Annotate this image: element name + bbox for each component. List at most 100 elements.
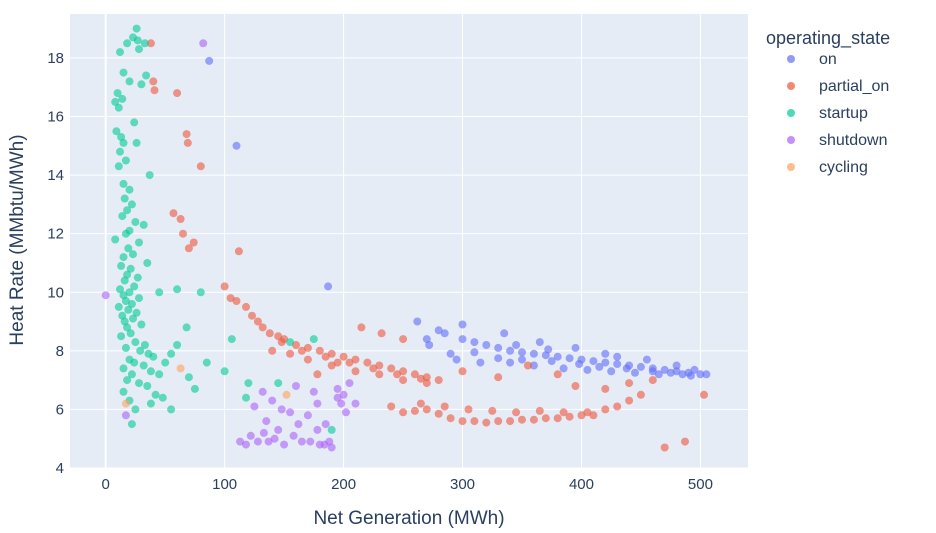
data-point	[126, 264, 135, 273]
y-tick-labels: 4 6 8 10 12 14 16 18	[47, 50, 64, 477]
y-tick-label: 10	[47, 284, 64, 301]
data-point	[246, 431, 255, 440]
data-point	[613, 360, 622, 368]
data-point	[129, 33, 137, 42]
data-point	[333, 393, 342, 402]
data-point	[139, 361, 148, 370]
data-point	[565, 354, 574, 363]
data-point	[494, 373, 503, 382]
data-point	[399, 367, 408, 376]
data-point	[116, 147, 124, 156]
data-point	[182, 130, 191, 139]
data-point	[440, 329, 449, 338]
data-point	[121, 411, 130, 420]
x-axis-title: Net Generation (MWh)	[313, 508, 504, 529]
data-point	[268, 346, 277, 355]
data-point	[176, 364, 185, 373]
data-point	[470, 338, 479, 347]
y-tick-label: 6	[56, 401, 64, 418]
data-point	[132, 138, 141, 147]
data-point	[286, 338, 295, 347]
data-point	[242, 302, 250, 311]
legend-marker	[787, 55, 795, 63]
data-point	[117, 332, 126, 341]
data-point	[132, 308, 141, 317]
data-point	[232, 141, 241, 150]
data-point	[518, 355, 526, 364]
data-point	[121, 156, 130, 165]
data-point	[173, 89, 182, 98]
data-point	[666, 368, 675, 377]
data-point	[119, 68, 128, 77]
x-tick-label: 300	[450, 476, 475, 493]
data-point	[553, 352, 562, 361]
data-point	[142, 71, 151, 80]
data-point	[190, 384, 199, 393]
data-point	[440, 402, 449, 411]
data-point	[518, 348, 526, 357]
legend-title: operating_state	[766, 28, 890, 49]
data-point	[351, 399, 360, 408]
data-point	[351, 367, 360, 376]
data-point	[702, 370, 711, 379]
data-point	[227, 335, 236, 344]
data-point	[129, 250, 137, 259]
data-point	[327, 361, 336, 370]
data-point	[292, 382, 300, 390]
data-point	[577, 411, 586, 420]
data-point	[146, 399, 155, 408]
data-point	[523, 361, 532, 370]
series-startup	[111, 24, 336, 434]
data-point	[113, 89, 122, 98]
legend-item-shutdown[interactable]: shutdown	[787, 132, 888, 149]
legend-item-startup[interactable]: startup	[787, 105, 868, 122]
data-point	[613, 352, 622, 361]
data-point	[124, 305, 133, 314]
data-point	[101, 291, 110, 300]
data-point	[422, 379, 431, 388]
data-point	[199, 39, 208, 48]
data-point	[313, 425, 322, 434]
data-point	[205, 56, 214, 65]
data-point	[387, 364, 396, 373]
legend-item-cycling[interactable]: cycling	[787, 159, 868, 176]
plot-background	[70, 14, 748, 468]
data-point	[121, 229, 130, 238]
data-point	[337, 399, 346, 408]
data-point	[559, 408, 568, 417]
data-point	[529, 349, 538, 358]
y-tick-label: 8	[56, 343, 64, 360]
data-point	[123, 323, 132, 332]
legend-marker	[787, 82, 795, 90]
data-point	[648, 376, 657, 385]
data-point	[131, 218, 140, 226]
data-point	[189, 238, 198, 247]
data-point	[127, 370, 136, 379]
data-point	[506, 358, 515, 367]
data-point	[583, 408, 592, 417]
data-point	[220, 367, 229, 376]
data-point	[226, 294, 235, 303]
data-point	[155, 288, 164, 297]
data-point	[631, 368, 639, 377]
data-point	[535, 406, 544, 415]
x-tick-labels: 0 100 200 300 400 500	[102, 476, 713, 493]
data-point	[589, 411, 598, 420]
data-point	[672, 361, 681, 370]
data-point	[452, 355, 461, 364]
data-point	[512, 408, 521, 417]
data-point	[512, 341, 521, 349]
data-point	[309, 335, 318, 344]
data-point	[111, 235, 120, 244]
data-point	[393, 370, 402, 379]
data-point	[292, 341, 300, 349]
legend-item-partial-on[interactable]: partial_on	[787, 78, 889, 95]
data-point	[294, 420, 303, 429]
x-tick-label: 0	[102, 476, 110, 493]
data-point	[601, 349, 610, 358]
data-point	[182, 323, 191, 332]
data-point	[625, 396, 634, 405]
legend-item-on[interactable]: on	[787, 51, 837, 68]
data-point	[363, 358, 372, 367]
